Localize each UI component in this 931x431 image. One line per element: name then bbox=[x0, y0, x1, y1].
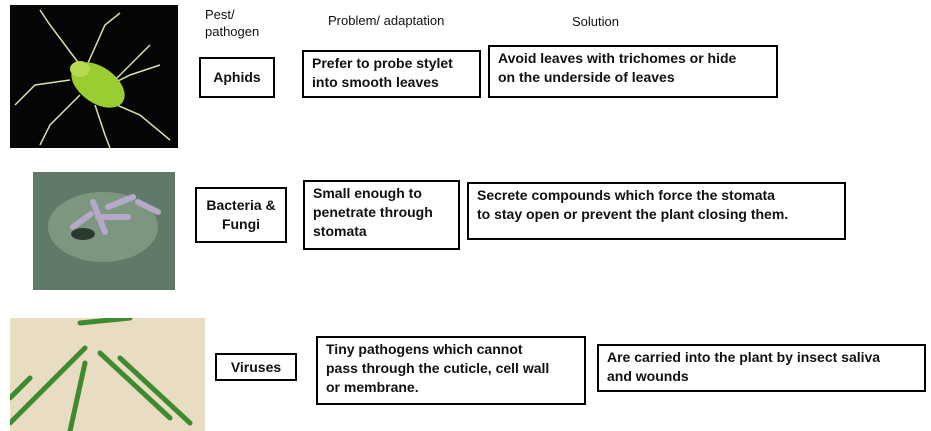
text-line: Fungi bbox=[221, 216, 261, 232]
text-line: stomata bbox=[313, 223, 367, 239]
pest-box: Aphids bbox=[199, 57, 275, 98]
text-line: to stay open or prevent the plant closin… bbox=[477, 206, 789, 222]
aphid-image bbox=[10, 5, 178, 148]
problem-box: Tiny pathogens which cannot pass through … bbox=[316, 336, 586, 405]
header-line: pathogen bbox=[205, 24, 260, 39]
header-solution: Solution bbox=[572, 14, 619, 29]
text-line: into smooth leaves bbox=[312, 74, 439, 90]
text-line: Aphids bbox=[213, 69, 261, 85]
text-line: Secrete compounds which force the stomat… bbox=[477, 187, 775, 203]
pest-box: Bacteria & Fungi bbox=[195, 187, 287, 243]
problem-box: Small enough to penetrate through stomata bbox=[303, 180, 460, 250]
virus-image bbox=[10, 318, 205, 431]
pest-box: Viruses bbox=[215, 353, 297, 381]
text-line: Avoid leaves with trichomes or hide bbox=[498, 50, 737, 66]
text-line: and wounds bbox=[607, 368, 689, 384]
header-problem: Problem/ adaptation bbox=[328, 13, 445, 28]
header-line: Pest/ bbox=[205, 7, 235, 22]
text-line: Small enough to bbox=[313, 185, 422, 201]
text-line: Are carried into the plant by insect sal… bbox=[607, 349, 881, 365]
text-line: penetrate through bbox=[313, 204, 433, 220]
text-line: on the underside of leaves bbox=[498, 69, 675, 85]
problem-box: Prefer to probe stylet into smooth leaves bbox=[302, 50, 481, 98]
solution-box: Are carried into the plant by insect sal… bbox=[597, 344, 926, 392]
text-line: or membrane. bbox=[326, 379, 419, 395]
solution-box: Secrete compounds which force the stomat… bbox=[467, 182, 846, 240]
text-line: Tiny pathogens which cannot bbox=[326, 341, 523, 357]
text-line: pass through the cuticle, cell wall bbox=[326, 360, 550, 376]
text-line: Viruses bbox=[230, 358, 282, 375]
text-line: Bacteria & bbox=[206, 197, 276, 213]
text-line: Prefer to probe stylet bbox=[312, 55, 453, 71]
solution-box: Avoid leaves with trichomes or hide on th… bbox=[488, 45, 778, 98]
header-pest: Pest/ pathogen bbox=[205, 6, 259, 40]
bacteria-image bbox=[33, 172, 175, 290]
